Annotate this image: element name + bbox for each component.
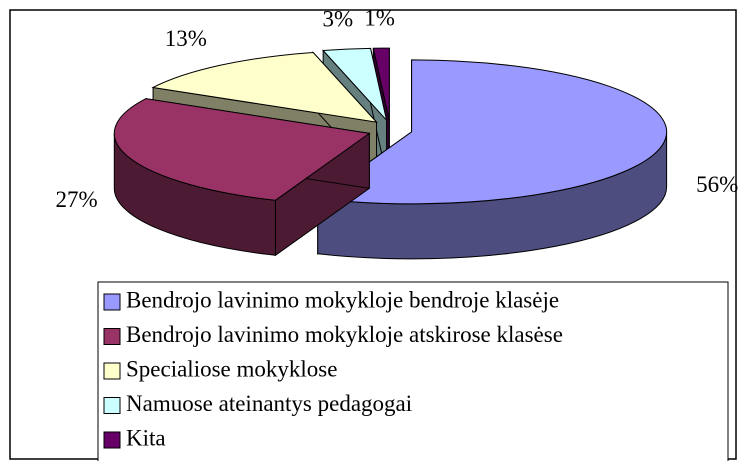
legend-swatch (103, 328, 121, 345)
data-label: 27% (56, 187, 98, 212)
slice-top (372, 47, 390, 121)
legend-swatch (103, 397, 121, 414)
slice (316, 59, 668, 260)
slice-top (322, 47, 388, 122)
legend-label: Bendrojo lavinimo mokykloje atskirose kl… (126, 322, 563, 347)
legend-label: Bendrojo lavinimo mokykloje bendroje kla… (126, 287, 559, 312)
legend-swatch (103, 431, 121, 449)
legend-box (97, 281, 729, 461)
data-label: 13% (165, 26, 207, 51)
slice (113, 98, 371, 257)
data-label: 3% (323, 7, 354, 32)
slice-top (151, 51, 378, 123)
legend-label: Kita (126, 425, 166, 450)
data-label: 56% (696, 172, 738, 197)
legend-label: Namuose ateinantys pedagogai (126, 391, 412, 416)
legend-label: Specialiose mokyklose (126, 356, 337, 381)
slice-top (113, 98, 371, 201)
legend-swatch (103, 293, 121, 311)
legend-swatch (103, 362, 121, 380)
slice-top (316, 59, 668, 205)
data-label: 1% (364, 6, 395, 31)
